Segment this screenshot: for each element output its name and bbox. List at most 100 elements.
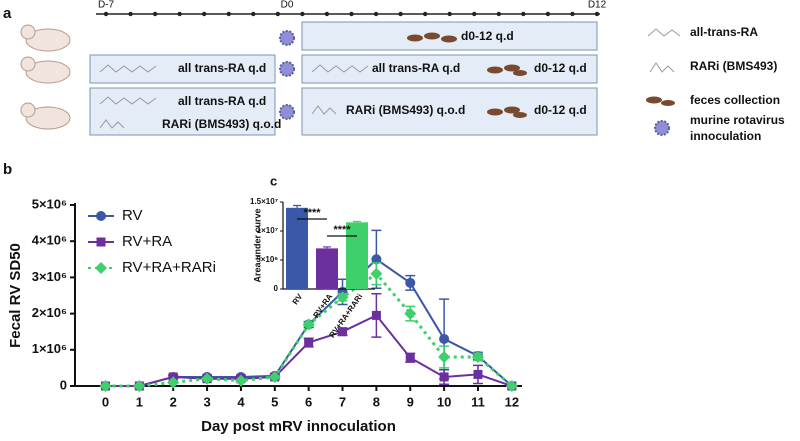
- y-axis-label: Fecal RV SD50: [7, 243, 24, 348]
- row-text: RARi (BMS493) q.o.d: [346, 103, 465, 117]
- y-tick-label: 5×10⁶: [256, 255, 278, 264]
- timeline-dot: [300, 11, 305, 17]
- data-point: [371, 310, 381, 320]
- data-point: [336, 291, 349, 304]
- timeline-dot: [251, 11, 256, 17]
- error-bar: [353, 220, 361, 223]
- timeline-dot: [324, 11, 330, 17]
- y-tick-label: 0: [60, 377, 67, 392]
- data-point: [505, 380, 518, 392]
- x-tick-label: 5: [271, 394, 278, 409]
- treatment-box: [89, 87, 276, 136]
- timeline-dot: [472, 11, 477, 17]
- error-bar: [323, 246, 331, 249]
- data-point: [133, 380, 146, 392]
- timeline-dot: [521, 11, 526, 17]
- data-point: [439, 333, 450, 344]
- x-tick-label: 10: [437, 394, 451, 409]
- x-tick-label: 6: [305, 394, 312, 409]
- x-tick-label: 3: [203, 394, 210, 409]
- y-axis-label: Area under curve: [252, 208, 262, 282]
- y-tick-label: 4×10⁶: [32, 233, 67, 248]
- legend-marker: [96, 211, 106, 221]
- legend-text: RARi (BMS493): [690, 59, 777, 73]
- y-tick-label: 0: [274, 284, 279, 293]
- legend-label: RV: [122, 207, 143, 224]
- data-point: [370, 267, 383, 280]
- data-point: [404, 307, 417, 320]
- data-point: [167, 376, 180, 389]
- timeline-dot: [496, 11, 501, 17]
- treatment-box: [301, 87, 598, 136]
- feces-icons: [407, 32, 675, 118]
- legend-label: RV+RA: [122, 233, 172, 250]
- data-point: [304, 338, 314, 348]
- data-point: [268, 370, 281, 383]
- y-tick-label: 5×10⁶: [32, 196, 67, 211]
- data-point: [99, 380, 112, 392]
- y-tick-label: 1×10⁷: [257, 226, 278, 235]
- timeline-dot: [349, 11, 354, 17]
- timeline-dot: [373, 11, 379, 17]
- timeline-dot: [128, 11, 133, 17]
- data-point: [201, 372, 214, 385]
- bar: [316, 248, 338, 289]
- legend-text: murine rotavirus: [690, 113, 785, 127]
- x-axis-label: Day post mRV innoculation: [201, 418, 396, 435]
- x-tick-label: RV: [291, 292, 305, 307]
- data-point: [234, 374, 247, 387]
- legend-text: all-trans-RA: [690, 25, 758, 39]
- timeline-dot: [398, 11, 403, 17]
- row-text: all trans-RA q.d: [372, 61, 460, 75]
- y-tick-label: 3×10⁶: [32, 269, 67, 284]
- x-tick-label: 8: [373, 394, 380, 409]
- bar: [346, 222, 368, 289]
- timeline-dot: [422, 11, 428, 17]
- timeline-dot: [594, 11, 600, 17]
- timeline-dot: [447, 11, 452, 17]
- data-point: [338, 327, 348, 337]
- y-tick-label: 1×10⁶: [32, 341, 67, 356]
- row-text: RARi (BMS493) q.o.d: [162, 117, 281, 131]
- timeline-dot: [152, 11, 158, 17]
- timeline-dot: [202, 11, 207, 17]
- significance-label: ****: [333, 224, 351, 236]
- data-point: [473, 369, 483, 379]
- row-text: all trans-RA q.d: [178, 61, 266, 75]
- timeline-dot: [103, 11, 109, 17]
- x-tick-label: 4: [237, 394, 245, 409]
- timeline-dot: [275, 11, 281, 17]
- data-point: [405, 277, 416, 288]
- y-tick-label: 1.5×10⁷: [250, 197, 278, 206]
- virus-icons: [279, 30, 670, 136]
- significance-label: ****: [303, 207, 321, 219]
- row-text: d0-12 q.d: [534, 103, 587, 117]
- row-text: all trans-RA q.d: [178, 94, 266, 108]
- timeline-label: D12: [588, 0, 607, 11]
- data-point: [405, 353, 415, 363]
- schematic: a D-7 D0 D12 d0-12 q.d all trans-RA q.d …: [3, 0, 785, 143]
- legend-marker: [95, 262, 107, 274]
- data-point: [302, 318, 315, 331]
- x-tick-label: 2: [170, 394, 177, 409]
- data-point: [438, 351, 451, 364]
- timeline-dot: [226, 11, 231, 17]
- row-text: d0-12 q.d: [461, 29, 514, 43]
- legend-text: innoculation: [690, 129, 761, 143]
- molecule-icons: [99, 28, 681, 129]
- legend-marker: [96, 237, 106, 247]
- data-point: [471, 351, 484, 364]
- panel-label: a: [3, 5, 12, 22]
- data-point: [371, 254, 382, 265]
- timeline-dot: [570, 11, 575, 17]
- row-text: d0-12 q.d: [534, 61, 587, 75]
- x-tick-label: 9: [407, 394, 414, 409]
- bar: [286, 207, 308, 289]
- data-point: [439, 372, 449, 382]
- x-tick-label: 12: [505, 394, 519, 409]
- x-tick-label: 11: [471, 394, 485, 409]
- timeline-label: D-7: [98, 0, 115, 11]
- mice: [20, 24, 71, 130]
- panel-label: c: [270, 173, 277, 188]
